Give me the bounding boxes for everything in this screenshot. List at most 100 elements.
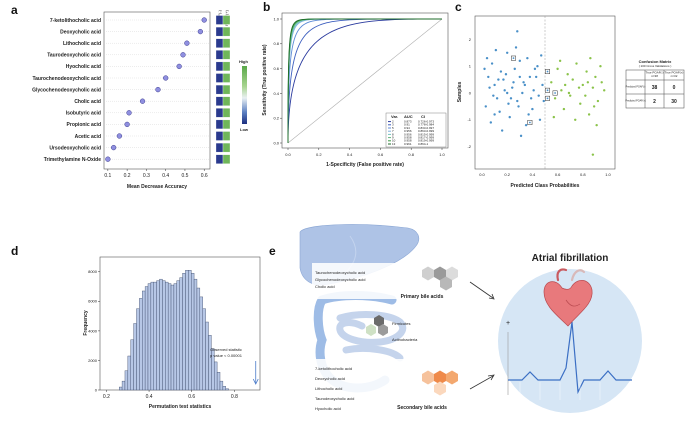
scatter-point-negative — [519, 134, 523, 138]
scatter-point-negative — [527, 113, 530, 116]
y-axis-label: Frequency — [83, 310, 89, 336]
importance-dot — [163, 75, 169, 81]
x-tick-label: 0.0 — [285, 152, 291, 157]
scatter-point-negative — [495, 97, 499, 100]
importance-dot — [155, 86, 161, 93]
x-tick-label: 0.3 — [143, 173, 150, 179]
heatmap-cell-positive — [222, 108, 231, 118]
scatter-point-positive — [600, 81, 603, 84]
histogram-bar — [208, 335, 212, 391]
x-tick-label: 0.1 — [104, 173, 111, 179]
matrix-cell: 2 — [653, 99, 656, 105]
x-tick-label: 0.2 — [103, 394, 110, 400]
scatter-point-positive — [587, 113, 591, 116]
category-label: Trimethylamine N-Oxide — [44, 157, 101, 163]
category-label: Acetic acid — [75, 134, 101, 140]
scatter-point-negative — [518, 59, 521, 63]
histogram-bar — [162, 280, 166, 391]
scatter-point-negative — [508, 115, 511, 119]
scatter-point-negative — [483, 67, 486, 71]
legend-ci: 0.833-0.997 — [418, 126, 434, 130]
histogram-bar — [185, 270, 189, 391]
scatter-point-positive — [552, 115, 556, 119]
y-tick-label: 0.2 — [273, 116, 279, 121]
scatter-point-negative — [518, 75, 521, 79]
heatmap-cell-positive — [222, 119, 231, 130]
heatmap-cell-negative — [215, 108, 224, 118]
scatter-point-positive — [560, 89, 563, 92]
panel-label-c: c — [455, 0, 462, 14]
ecg-grid-lines — [519, 382, 601, 400]
arrow-head — [488, 293, 495, 300]
legend-auc: 0.958 — [404, 136, 412, 140]
scatter-point-positive — [579, 102, 582, 105]
misclassified-box — [545, 69, 550, 75]
histogram-bar — [173, 283, 177, 391]
histogram-bar — [150, 281, 154, 391]
histogram-bar — [133, 323, 137, 391]
legend-auc: 0.956 — [404, 132, 412, 136]
legend-header-ci: CI — [421, 114, 425, 119]
histogram-bar — [193, 278, 198, 391]
y-axis-label: Sensitivity (True positive rate) — [262, 44, 268, 115]
x-tick-label: 0.4 — [146, 394, 153, 400]
scatter-point-negative — [516, 30, 519, 33]
atrial-fibrillation-title: Atrial fibrillation — [532, 253, 609, 264]
histogram-bar — [199, 296, 203, 391]
scatter-point-negative — [502, 78, 505, 81]
importance-dot — [201, 17, 207, 23]
arrow-primary-to-af — [469, 281, 494, 299]
scatter-point-positive — [571, 78, 574, 81]
scatter-point-negative — [532, 89, 535, 92]
category-label: Propionic acid — [67, 122, 101, 128]
scatter-point-negative — [531, 107, 534, 111]
scatter-point-negative — [506, 91, 509, 95]
x-tick-label: 0.8 — [231, 394, 238, 400]
scatter-point-negative — [526, 56, 529, 60]
scatter-point-negative — [528, 75, 532, 79]
hexagon-gray-icon — [422, 266, 458, 291]
y-axis-label: Samples — [457, 82, 463, 103]
scatter-point-negative — [489, 121, 493, 124]
category-label: Taurodeoxycholic acid — [47, 53, 101, 59]
scatter-point-negative — [490, 62, 494, 65]
scatter-point-positive — [594, 75, 597, 79]
importance-dot — [197, 28, 204, 35]
scatter-point-negative — [493, 113, 496, 116]
histogram-bar — [202, 308, 206, 391]
scatter-point-negative — [541, 83, 544, 87]
histogram-bars — [118, 270, 229, 391]
histogram-bar — [136, 308, 140, 391]
scatter-point-misclassified — [546, 89, 549, 92]
legend-box — [385, 112, 447, 148]
legend-var: 3 — [392, 123, 394, 127]
scatter-point-misclassified — [512, 57, 515, 60]
importance-dot — [176, 63, 182, 70]
legend: Var. AUC CI 2 0.873 0.726-0.973 3 0.91 0.778-… — [385, 112, 447, 148]
scale-high-label: High — [239, 59, 248, 64]
scatter-point-misclassified — [546, 97, 549, 100]
category-label: Hyocholic acid — [66, 64, 101, 70]
scatter-point-positive — [562, 107, 566, 111]
histogram-bar — [188, 270, 192, 391]
scatter-point-positive — [584, 94, 587, 97]
secondary-bile-acid-item: Taurodeoxycholic acid — [315, 396, 354, 401]
legend-auc: 0.961 — [404, 142, 412, 146]
y-tick-label: -2 — [467, 144, 471, 149]
plot-frame-b — [281, 12, 449, 149]
x-axis-label: Predicted Class Probabilities — [511, 183, 580, 189]
legend-ci: 0.778-0.984 — [418, 123, 434, 127]
panel-label-a: a — [11, 3, 18, 17]
category-label: Taurochenodeoxycholic acid — [32, 76, 101, 82]
legend-var: 8 — [392, 132, 394, 136]
y-tick-label: 1.0 — [273, 16, 279, 21]
x-axis-label: 1-Specificity (False positive rate) — [326, 162, 404, 168]
scatter-point-negative — [533, 67, 537, 71]
legend-auc: 0.956 — [404, 129, 412, 133]
scatter-point-negative — [517, 105, 520, 108]
heatmap-cell-positive — [222, 84, 231, 95]
matrix-row-header-negative: Predicted POAF(-) — [626, 86, 646, 89]
roc-curve — [287, 18, 442, 143]
histogram-bar — [165, 281, 169, 391]
misclassified-box — [527, 120, 533, 125]
